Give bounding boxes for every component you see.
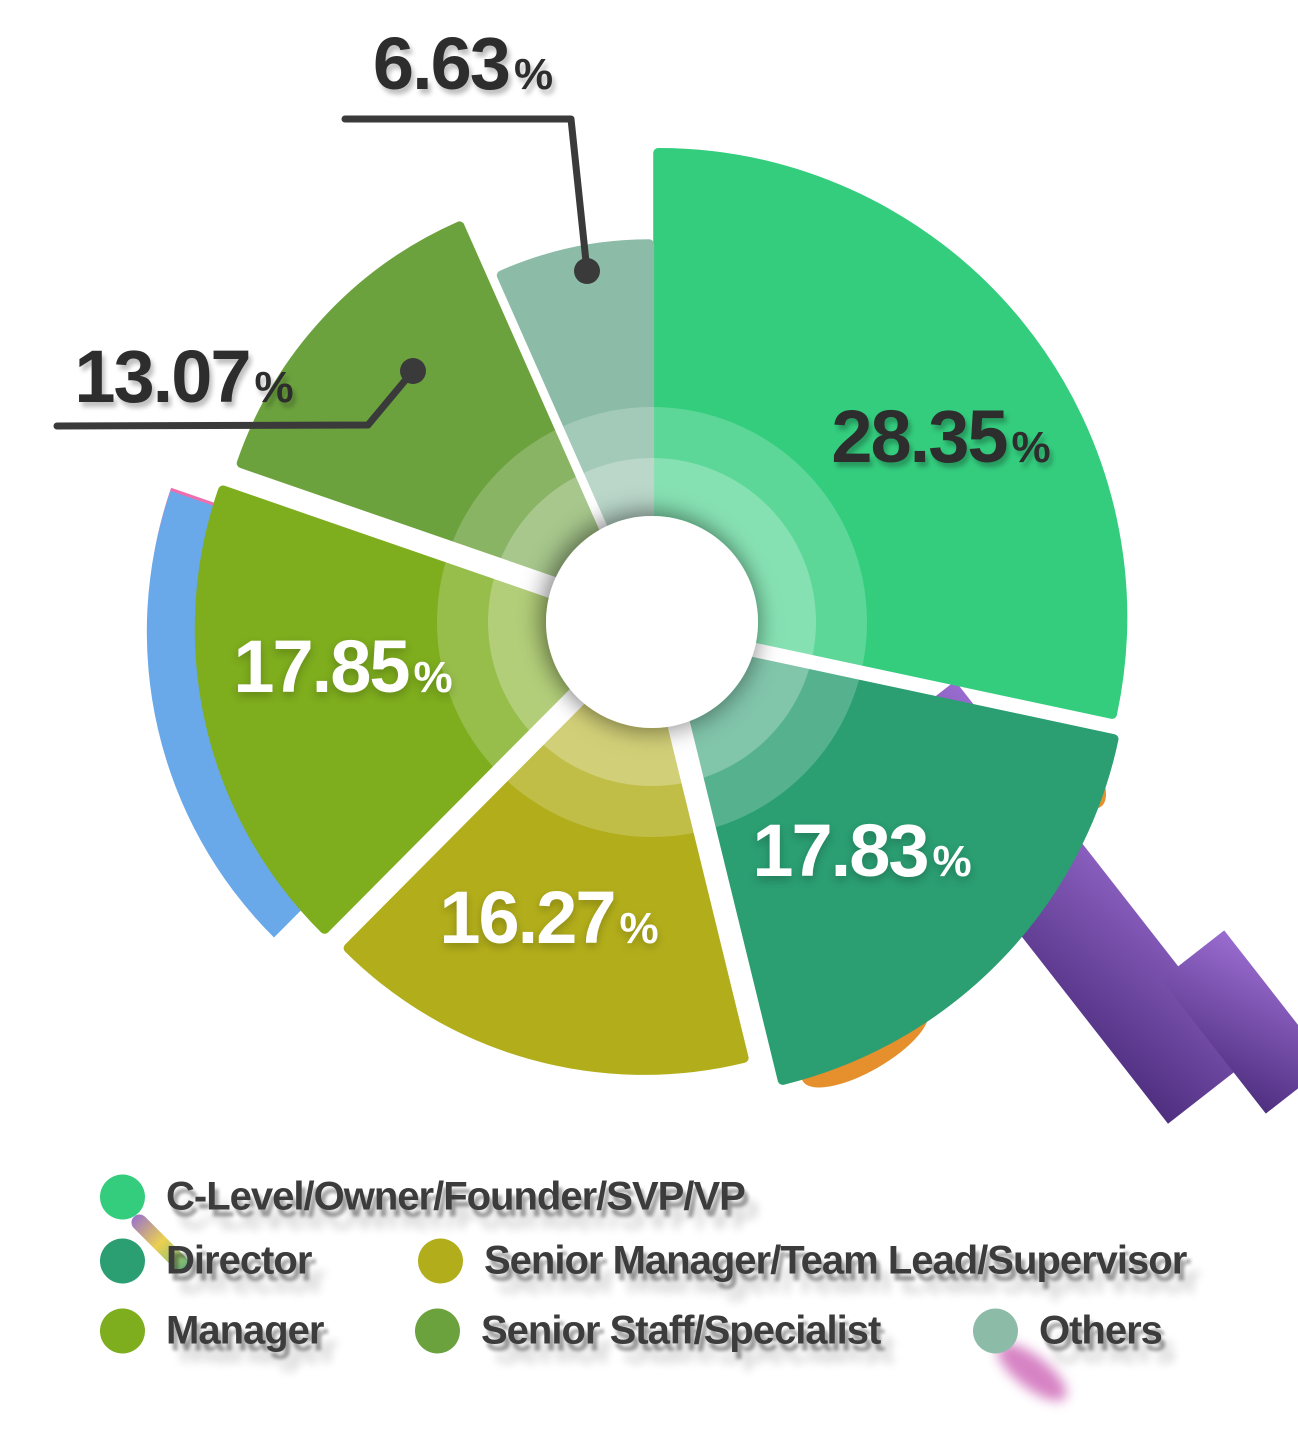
value-text: 28.35 xyxy=(831,395,1008,478)
legend-dot-senior-manager xyxy=(418,1238,463,1284)
value-text: 17.85 xyxy=(233,625,410,708)
rainbow-streak-artifact xyxy=(131,1214,189,1272)
legend-label-manager: Manager xyxy=(166,1308,324,1353)
slice-value-label-director: 17.83% xyxy=(752,814,971,888)
slice-value-label-manager: 17.85% xyxy=(233,630,452,704)
pie-slice-others xyxy=(496,239,655,614)
legend-item-c-level: C-Level/Owner/Founder/SVP/VP xyxy=(100,1174,746,1220)
donut-hole-circle xyxy=(546,516,758,728)
percent-sign: % xyxy=(513,50,554,99)
pie-slice-c-level xyxy=(653,148,1128,719)
callout-line-senior-staff xyxy=(53,367,417,430)
slice-value-label-others: 6.63% xyxy=(373,27,553,101)
callout-line-others xyxy=(341,115,591,275)
legend-label-others: Others xyxy=(1039,1308,1163,1353)
value-text: 17.83 xyxy=(752,809,929,892)
value-text: 16.27 xyxy=(439,876,616,959)
legend-item-manager: Manager xyxy=(100,1308,324,1354)
percent-sign: % xyxy=(254,363,294,412)
percent-sign: % xyxy=(413,653,453,702)
slice-value-label-senior-manager: 16.27% xyxy=(439,881,658,955)
pie-slice-senior-staff xyxy=(236,221,628,600)
percent-sign: % xyxy=(932,837,972,886)
percent-sign: % xyxy=(619,904,659,953)
callout-dot-senior-staff xyxy=(400,358,426,384)
value-text: 6.63 xyxy=(372,22,511,105)
pie-slice-senior-manager xyxy=(343,645,749,1075)
legend-item-others: Others xyxy=(973,1308,1163,1354)
legend-dot-director xyxy=(100,1238,145,1284)
donut-hole xyxy=(546,516,758,728)
magenta-smear-artifact xyxy=(997,1343,1067,1401)
callout-dot-others xyxy=(574,258,600,284)
legend-label-director: Director xyxy=(166,1238,312,1283)
value-text: 13.07 xyxy=(74,335,251,418)
callout-lines xyxy=(53,115,600,430)
legend-dot-senior-staff xyxy=(415,1308,460,1354)
legend-dot-others xyxy=(973,1308,1018,1354)
legend-label-senior-staff: Senior Staff/Specialist xyxy=(481,1308,881,1353)
percent-sign: % xyxy=(1011,423,1051,472)
foreground-artifacts xyxy=(131,1214,1067,1401)
legend-label-senior-manager: Senior Manager/Team Lead/Supervisor xyxy=(484,1238,1187,1283)
legend-dot-manager xyxy=(100,1308,145,1354)
pie-slices xyxy=(194,148,1128,1085)
legend-item-senior-manager: Senior Manager/Team Lead/Supervisor xyxy=(418,1238,1187,1284)
legend-item-senior-staff: Senior Staff/Specialist xyxy=(415,1308,881,1354)
legend-dot-c-level xyxy=(100,1174,145,1220)
purple-ribbon-artifact xyxy=(1161,930,1298,1114)
pie-slice-manager xyxy=(194,485,628,934)
legend-item-director: Director xyxy=(100,1238,312,1284)
pie-slice-director xyxy=(671,640,1119,1085)
slice-value-label-c-level: 28.35% xyxy=(831,400,1050,474)
slice-value-label-senior-staff: 13.07% xyxy=(74,340,293,414)
legend-label-c-level: C-Level/Owner/Founder/SVP/VP xyxy=(166,1174,746,1219)
